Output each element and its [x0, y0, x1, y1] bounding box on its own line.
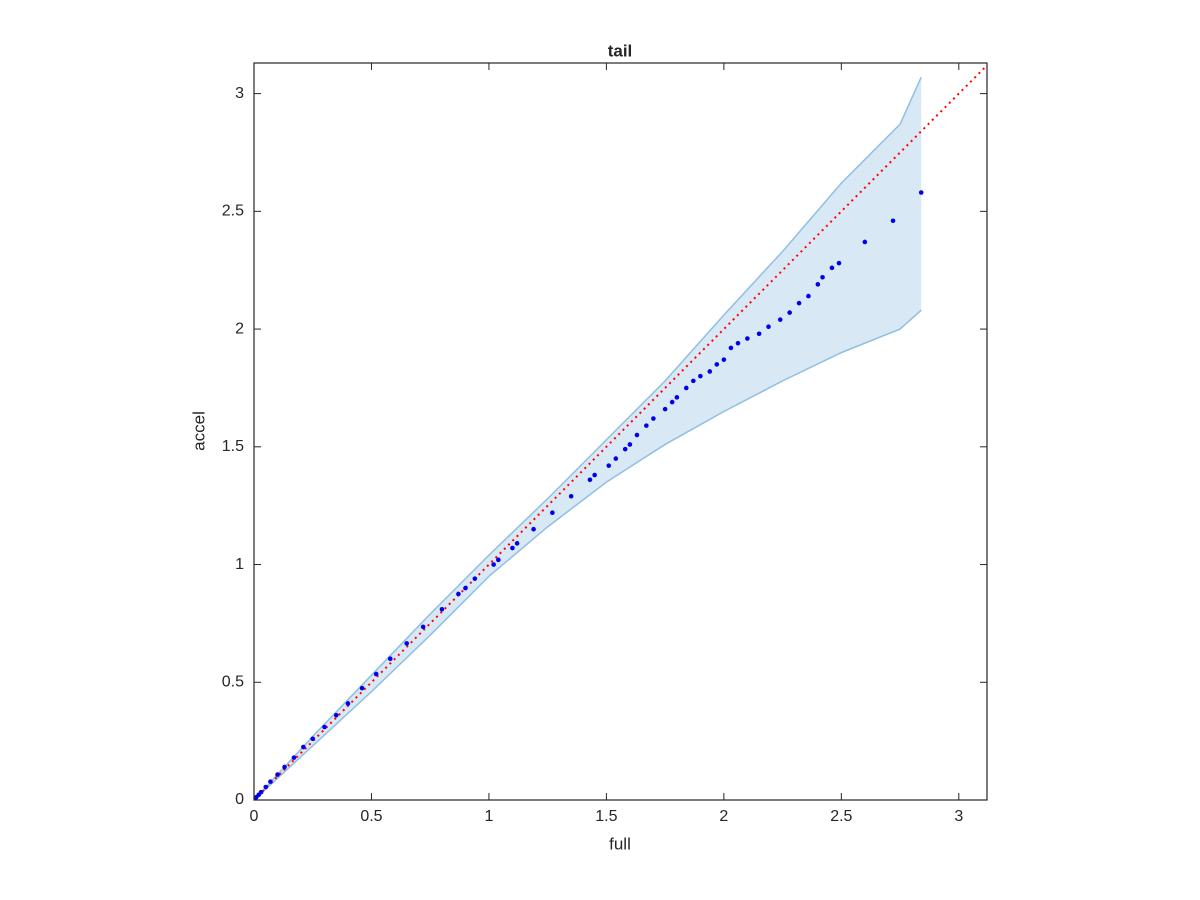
data-point — [463, 585, 468, 591]
data-point — [766, 324, 771, 330]
y-tick-label: 0 — [235, 791, 244, 808]
data-point — [627, 442, 633, 447]
data-point — [622, 446, 628, 452]
data-point — [510, 545, 515, 551]
band-upper-edge — [254, 76, 922, 800]
data-point — [918, 190, 924, 195]
data-point — [496, 557, 501, 563]
x-tick-label: 3 — [954, 808, 963, 825]
data-point — [420, 624, 426, 630]
x-tick-label: 2 — [719, 808, 728, 825]
x-tick-label: 0.5 — [360, 808, 382, 825]
y-tick-label: 2.5 — [222, 203, 244, 220]
data-point — [691, 378, 696, 384]
confidence-band — [254, 77, 922, 800]
data-point — [439, 606, 445, 612]
data-point — [333, 712, 339, 718]
band-lower-edge — [254, 309, 922, 800]
data-point — [592, 472, 597, 478]
data-point — [820, 274, 825, 280]
data-point — [282, 764, 287, 770]
x-tick-label: 2.5 — [830, 808, 852, 825]
data-point — [387, 656, 393, 662]
data-point — [275, 772, 280, 777]
data-point — [345, 701, 351, 706]
data-point — [698, 373, 703, 379]
data-point — [862, 239, 868, 245]
y-axis-label: accel — [189, 411, 208, 451]
axes: 0 0.5 1 1.5 2 2.5 3 0 0.5 1 1.5 2 2.5 3 — [222, 62, 988, 825]
data-point — [683, 385, 689, 391]
data-point — [291, 755, 297, 760]
data-point — [514, 541, 520, 546]
data-point — [829, 265, 835, 271]
x-tick-label: 1 — [484, 808, 493, 825]
plot-area — [254, 63, 987, 800]
data-point — [456, 591, 461, 597]
data-point — [606, 463, 612, 468]
data-point — [472, 576, 478, 581]
data-point — [322, 724, 327, 730]
data-point — [796, 300, 802, 306]
data-point — [714, 362, 720, 367]
y-tick-label: 2 — [235, 320, 244, 337]
y-tick-label: 0.5 — [222, 673, 244, 690]
x-axis-label: full — [609, 834, 631, 853]
data-point — [568, 493, 574, 499]
chart-title: tail — [608, 41, 633, 60]
data-point — [728, 345, 734, 351]
data-point — [669, 399, 675, 405]
data-point — [531, 526, 536, 532]
data-point — [359, 685, 365, 691]
data-point — [491, 562, 496, 567]
data-point — [707, 369, 713, 374]
data-point — [644, 423, 649, 428]
data-point — [721, 357, 727, 362]
data-point — [310, 736, 316, 742]
data-point — [806, 293, 811, 299]
data-point — [674, 395, 680, 400]
data-point — [301, 744, 306, 750]
data-point — [634, 432, 640, 438]
data-point — [613, 456, 619, 461]
axes-box — [253, 62, 988, 801]
data-point — [373, 671, 379, 677]
data-point — [587, 477, 593, 483]
data-point — [745, 336, 750, 341]
data-point — [651, 416, 656, 421]
data-point — [263, 784, 269, 790]
data-point — [890, 218, 896, 224]
data-point — [735, 340, 741, 346]
y-tick-label: 3 — [235, 85, 244, 102]
data-point — [815, 282, 821, 287]
y-tick-label: 1 — [235, 556, 244, 573]
y-tick-label: 1.5 — [222, 438, 244, 455]
data-point — [836, 260, 842, 266]
data-point — [404, 641, 410, 646]
data-point — [258, 789, 264, 795]
data-point — [777, 317, 783, 322]
x-tick-label: 0 — [250, 808, 259, 825]
x-tick-label: 1.5 — [595, 808, 617, 825]
data-point — [550, 510, 555, 516]
data-point — [268, 779, 273, 784]
data-point — [662, 406, 668, 412]
data-point — [787, 310, 792, 315]
data-point — [756, 331, 762, 337]
